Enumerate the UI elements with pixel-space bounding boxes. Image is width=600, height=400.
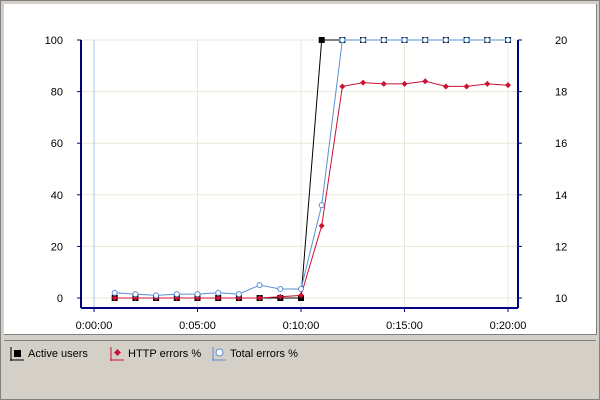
data-point — [298, 292, 304, 299]
data-point — [422, 78, 429, 85]
y-left-tick-label: 100 — [45, 35, 63, 47]
data-point — [380, 80, 387, 87]
data-point — [339, 37, 346, 43]
legend-label: Total errors % — [230, 348, 298, 360]
y-left-tick-label: 20 — [51, 241, 63, 253]
circle-marker-icon — [212, 347, 226, 361]
data-point — [256, 295, 263, 301]
x-tick-label: 0:00:00 — [76, 320, 113, 332]
x-tick-label: 0:05:00 — [179, 320, 216, 332]
x-tick-label: 0:10:00 — [283, 320, 320, 332]
data-point — [505, 82, 511, 89]
chart-panel: 0 20 40 60 80 100 10 12 14 16 18 20 0:00:00 0:05:00 0:… — [4, 4, 597, 335]
data-point — [463, 83, 470, 90]
data-point — [422, 37, 429, 43]
series-line — [114, 80, 509, 299]
data-point — [318, 37, 325, 43]
data-point — [318, 202, 325, 209]
legend: Active users HTTP errors % Total errors … — [4, 340, 596, 397]
y-right-tick-label: 14 — [555, 190, 567, 202]
data-point — [401, 80, 408, 87]
data-point — [215, 295, 222, 301]
data-point — [442, 37, 449, 43]
y-left-tick-label: 0 — [57, 293, 63, 305]
y-left-tick-label: 60 — [51, 138, 63, 150]
data-point — [111, 295, 118, 301]
square-marker-icon — [10, 347, 24, 361]
y-left-tick-label: 80 — [51, 87, 63, 99]
legend-label: HTTP errors % — [128, 348, 202, 360]
data-point — [484, 80, 491, 87]
data-point — [132, 291, 139, 298]
data-point — [215, 289, 222, 296]
data-point — [442, 83, 449, 90]
data-point — [173, 291, 180, 298]
data-point — [401, 37, 408, 43]
data-point — [153, 292, 160, 299]
series-line — [114, 39, 508, 296]
data-point — [298, 285, 304, 292]
data-point — [277, 285, 284, 292]
y-right-tick-label: 20 — [555, 35, 567, 47]
legend-item-active-users[interactable]: Active users — [10, 347, 88, 361]
legend-item-total-errors[interactable]: Total errors % — [212, 347, 298, 361]
x-tick-label: 0:20:00 — [490, 320, 527, 332]
data-point — [505, 37, 511, 43]
data-point — [111, 289, 118, 296]
legend-item-http-errors[interactable]: HTTP errors % — [110, 347, 201, 361]
y-left-tick-label: 40 — [51, 190, 63, 202]
data-point — [194, 291, 201, 298]
data-point — [484, 37, 491, 43]
y-right-tick-label: 16 — [555, 138, 567, 150]
data-point — [463, 37, 470, 43]
y-right-tick-label: 18 — [555, 87, 567, 99]
x-tick-label: 0:15:00 — [386, 320, 423, 332]
data-point — [256, 282, 263, 289]
y-right-tick-label: 10 — [555, 293, 567, 305]
diamond-marker-icon — [110, 347, 124, 361]
data-point — [235, 291, 242, 298]
data-point — [360, 37, 367, 43]
line-chart: 0 20 40 60 80 100 10 12 14 16 18 20 0:00:00 0:05:00 0:… — [45, 35, 568, 332]
data-point — [339, 83, 346, 90]
data-point — [277, 293, 284, 300]
data-point — [380, 37, 387, 43]
data-point — [360, 79, 367, 86]
legend-label: Active users — [28, 348, 88, 360]
y-right-tick-label: 12 — [555, 241, 567, 253]
data-point — [318, 222, 325, 229]
